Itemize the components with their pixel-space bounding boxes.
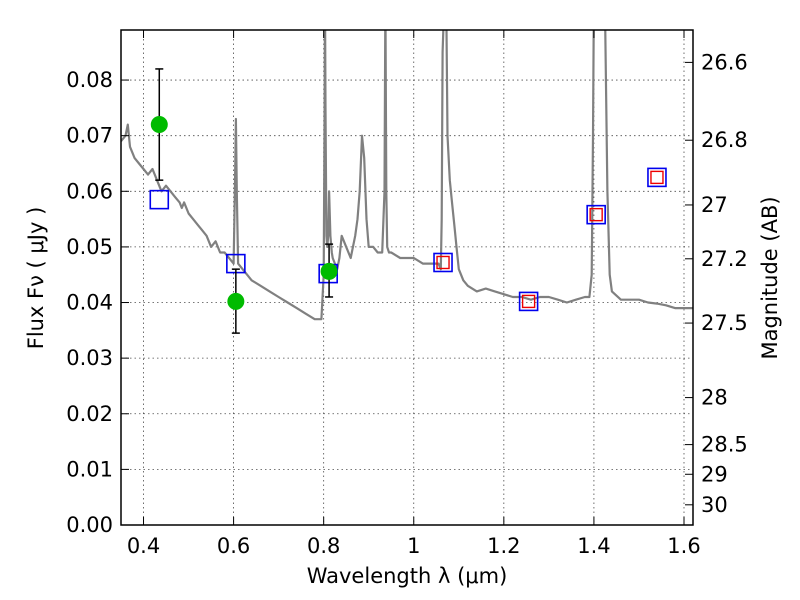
right-tick-label: 26.8 — [701, 128, 748, 152]
x-tick-label: 1 — [407, 534, 420, 558]
right-tick-label: 30 — [701, 493, 728, 517]
right-tick-label: 28.5 — [701, 433, 748, 457]
right-tick-label: 27.5 — [701, 311, 748, 335]
model-photometry-square-red — [589, 207, 603, 222]
grid — [121, 30, 693, 526]
model-photometry-square-red — [436, 255, 450, 270]
x-tick-label: 0.4 — [127, 534, 160, 558]
y-tick-label: 0.03 — [66, 346, 113, 370]
ticks: 0.4 0.6 0.8 1 1.2 1.4 1.6 0.00 0.01 0.02 0.03 0.04 0… — [66, 30, 748, 558]
x-tick-label: 1.4 — [577, 534, 610, 558]
data-layer — [121, 30, 693, 334]
right-tick-label: 26.6 — [701, 50, 748, 74]
y-tick-label: 0.00 — [66, 513, 113, 537]
y-tick-label: 0.01 — [66, 457, 113, 481]
plot-area — [121, 30, 693, 334]
model-photometry-square-red — [521, 294, 536, 309]
x-axis-label: Wavelength λ (μm) — [307, 564, 508, 588]
right-tick-label: 27.2 — [701, 247, 748, 271]
right-tick-label: 29 — [701, 462, 728, 486]
y-tick-label: 0.06 — [66, 179, 113, 203]
observed-point — [320, 262, 338, 280]
observed-point — [227, 292, 245, 310]
model-photometry-square-red — [650, 170, 664, 185]
x-tick-label: 1.6 — [667, 534, 700, 558]
right-tick-label: 28 — [701, 386, 728, 410]
model-photometry-square-blue — [518, 291, 539, 312]
x-tick-label: 1.2 — [487, 534, 520, 558]
model-photometry-square-blue — [149, 189, 170, 210]
y-axis-label-left: Flux Fν ( μJy ) — [24, 207, 48, 350]
y-tick-label: 0.08 — [66, 68, 113, 92]
y-axis-label-right: Magnitude (AB) — [758, 196, 782, 359]
y-tick-label: 0.07 — [66, 124, 113, 148]
model-photometry-square-blue — [647, 167, 667, 188]
y-tick-label: 0.04 — [66, 291, 113, 315]
y-tick-label: 0.02 — [66, 402, 113, 426]
plot-frame — [120, 29, 694, 526]
right-tick-label: 27 — [701, 193, 728, 217]
y-tick-label: 0.05 — [66, 235, 113, 259]
model-photometry-square-blue — [586, 204, 606, 225]
x-tick-label: 0.8 — [307, 534, 340, 558]
x-tick-label: 0.6 — [217, 534, 250, 558]
model-photometry-square-blue — [433, 252, 453, 273]
observed-point — [150, 116, 168, 134]
sed-model-line — [121, 30, 693, 321]
